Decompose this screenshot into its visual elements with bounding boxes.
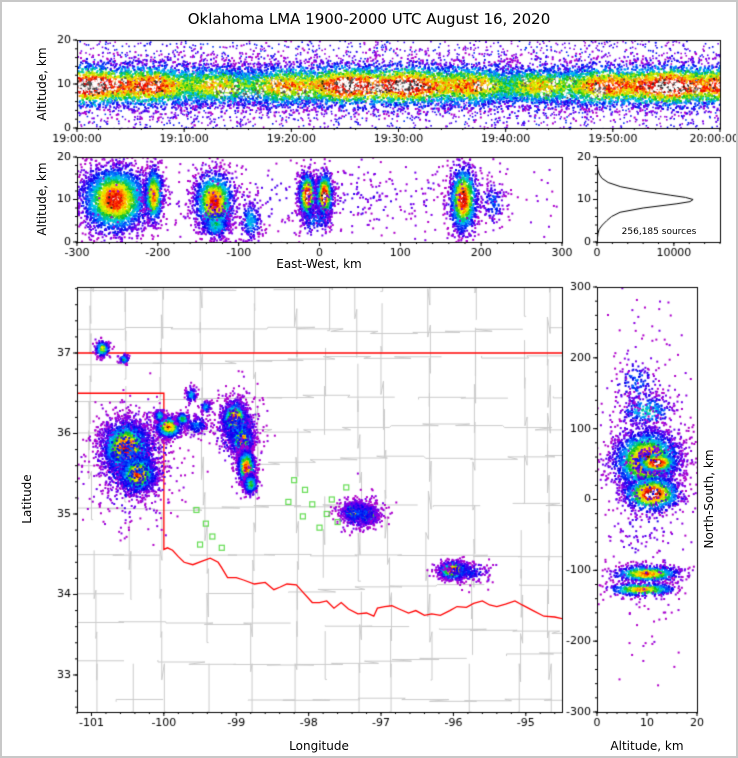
altitude-axis-label-time: Altitude, km — [35, 47, 49, 121]
altitude-axis-label-ew: Altitude, km — [35, 162, 49, 236]
plan-view-map-panel — [2, 282, 572, 756]
altitude-axis-label-ns: Altitude, km — [610, 739, 684, 753]
north-south-panel — [557, 272, 736, 756]
latitude-axis-label: Latitude — [20, 474, 34, 524]
figure-title: Oklahoma LMA 1900-2000 UTC August 16, 20… — [187, 10, 551, 28]
source-histogram-panel — [557, 152, 736, 282]
north-south-axis-label: North-South, km — [702, 449, 716, 549]
time-height-panel — [2, 32, 736, 157]
source-count-annotation: 256,185 sources — [621, 227, 697, 237]
east-west-panel — [2, 152, 587, 282]
longitude-axis-label: Longitude — [289, 739, 349, 753]
east-west-axis-label: East-West, km — [276, 257, 362, 271]
